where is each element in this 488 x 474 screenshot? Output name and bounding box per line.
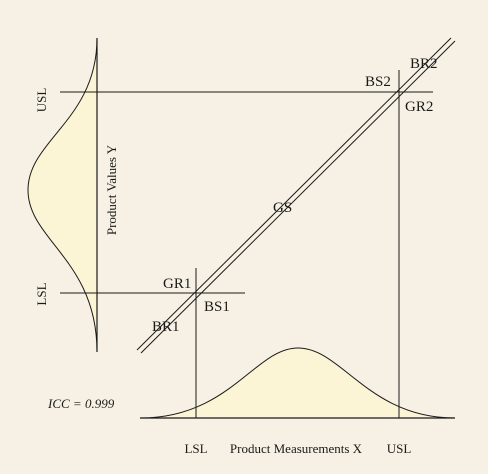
icc-label: ICC = 0.999 [47, 396, 115, 411]
y-axis-label: Product Values Y [104, 144, 119, 235]
br1-label: BR1 [152, 319, 180, 335]
lsl-x-label: LSL [184, 441, 207, 456]
bs1-label: BS1 [204, 299, 230, 315]
x-distribution-curve [139, 347, 456, 419]
usl-x-label: USL [387, 441, 412, 456]
br2-label: BR2 [410, 56, 438, 72]
usl-y-label: USL [34, 88, 49, 113]
bs2-label: BS2 [365, 74, 391, 90]
diagonal-upper-line [136, 37, 452, 351]
diagonal-lower-line [140, 40, 456, 354]
lsl-y-label: LSL [34, 282, 49, 305]
gr2-label: GR2 [405, 99, 433, 115]
x-axis-label: Product Measurements X [230, 441, 363, 456]
gs-label: GS [273, 200, 292, 216]
y-distribution-curve [27, 37, 98, 353]
gr1-label: GR1 [163, 276, 191, 292]
